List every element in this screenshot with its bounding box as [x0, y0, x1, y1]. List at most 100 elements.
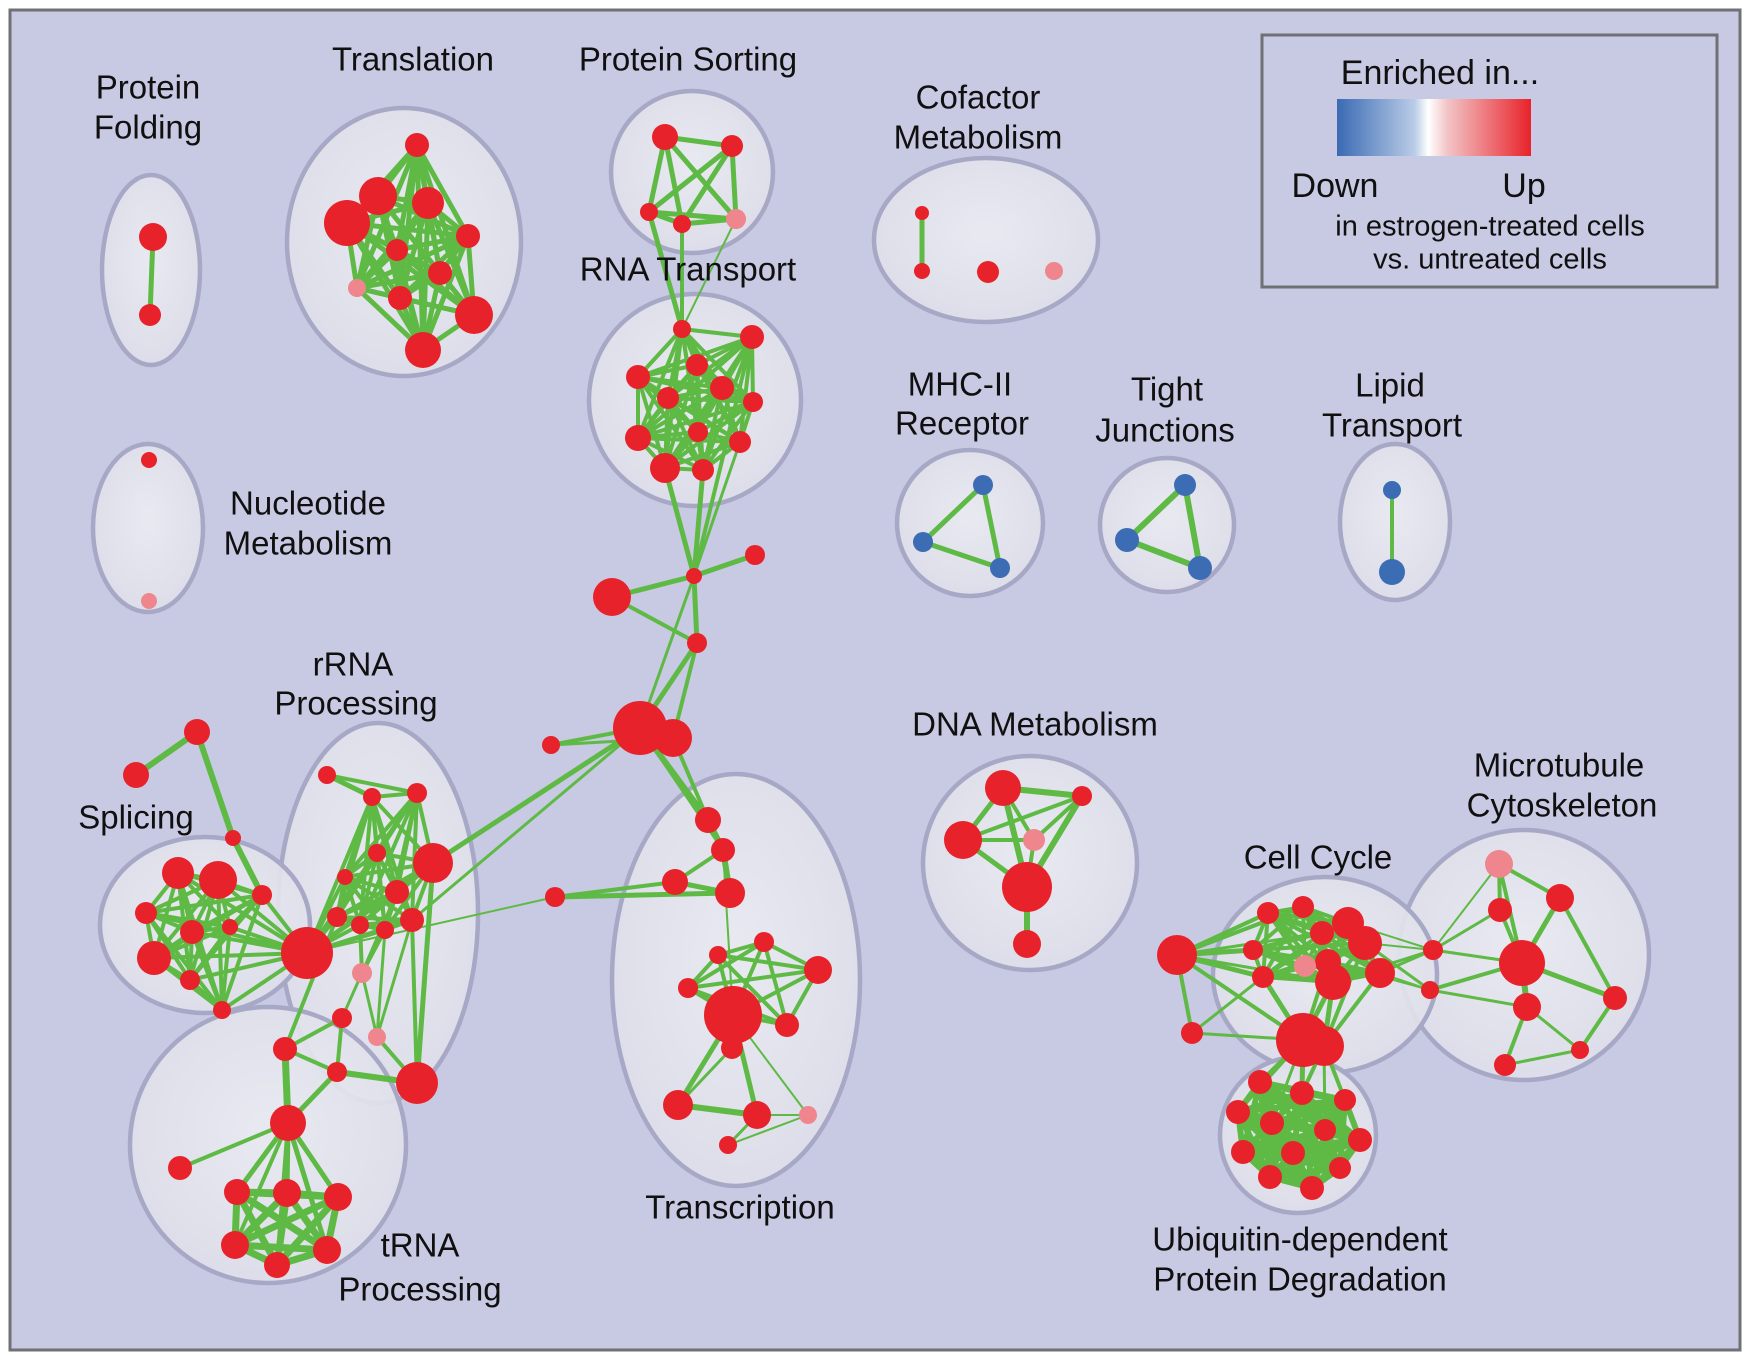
- graph-node-ps5: [726, 209, 746, 229]
- graph-node-tri2: [123, 762, 149, 788]
- graph-edge: [306, 896, 556, 954]
- graph-node-sm1: [542, 736, 560, 754]
- graph-edge: [1175, 953, 1335, 984]
- graph-node-tn5: [264, 1252, 290, 1278]
- cluster-label-trna-processing-line1: tRNA: [381, 1227, 460, 1264]
- graph-node-ub12: [1300, 1176, 1324, 1200]
- graph-node-rt3: [686, 354, 708, 376]
- graph-edge: [636, 375, 755, 404]
- graph-node-lt1: [1383, 481, 1401, 499]
- graph-node-ub2: [1290, 1081, 1314, 1105]
- graph-node-cc11: [1294, 955, 1316, 977]
- graph-node-cc7: [1252, 966, 1274, 988]
- graph-node-mtp: [1485, 850, 1513, 878]
- graph-node-ps2: [721, 135, 743, 157]
- graph-node-tr10: [775, 1013, 799, 1037]
- graph-edge: [194, 729, 236, 841]
- graph-node-sp1: [162, 857, 194, 889]
- graph-node-dm2: [944, 821, 982, 859]
- graph-node-t2: [359, 177, 397, 215]
- graph-node-ub3: [1334, 1089, 1356, 1111]
- graph-node-tn2: [273, 1179, 301, 1207]
- graph-node-sp3: [135, 902, 157, 924]
- graph-edge: [220, 925, 232, 1012]
- graph-edge: [1235, 1097, 1348, 1115]
- graph-edge: [231, 1193, 342, 1249]
- graph-node-sp4: [180, 920, 204, 944]
- legend-down-label: Down: [1292, 167, 1379, 205]
- graph-node-rt10: [729, 431, 751, 453]
- graph-node-rt2: [740, 325, 764, 349]
- cluster-label-splicing: Splicing: [78, 799, 194, 836]
- graph-node-cf3: [977, 261, 999, 283]
- graph-edge: [636, 375, 705, 472]
- cluster-ellipse-mhc-ii-receptor: [894, 447, 1046, 599]
- cluster-label-rrna-processing-line2: Processing: [274, 685, 437, 722]
- graph-node-rr3: [407, 783, 427, 803]
- graph-edge: [414, 142, 471, 239]
- graph-node-rr8: [327, 907, 347, 927]
- graph-node-rr14: [332, 1008, 352, 1028]
- legend-box: [1260, 33, 1719, 289]
- graph-edge: [920, 539, 1003, 571]
- graph-edge: [410, 918, 419, 1085]
- cluster-label-protein-folding-line2: Folding: [94, 109, 202, 146]
- graph-node-tj1: [1174, 474, 1196, 496]
- graph-node-tri3: [225, 830, 241, 846]
- graph-node-dm4: [1023, 829, 1045, 851]
- graph-node-hub: [613, 701, 667, 755]
- graph-node-rr9: [351, 916, 369, 934]
- graph-node-ub7: [1348, 1128, 1372, 1152]
- graph-node-rr11: [400, 908, 424, 932]
- graph-node-sp2: [199, 861, 237, 899]
- cluster-label-cofactor-metabolism-line2: Metabolism: [894, 119, 1063, 156]
- graph-edge: [144, 893, 264, 915]
- graph-node-sp6: [137, 941, 171, 975]
- cluster-label-ubiquitin-degradation-line1: Ubiquitin-dependent: [1152, 1221, 1447, 1258]
- graph-edge: [691, 467, 706, 579]
- graph-node-tn4: [221, 1231, 249, 1259]
- graph-node-cc13: [1304, 1026, 1344, 1066]
- legend-gradient-bar: [1337, 99, 1531, 156]
- graph-node-jn3: [687, 633, 707, 653]
- graph-node-tr13: [743, 1101, 771, 1129]
- graph-node-ub9: [1281, 1141, 1305, 1165]
- graph-edge: [188, 893, 264, 982]
- graph-node-jn1: [686, 568, 702, 584]
- graph-node-tr2: [711, 838, 735, 862]
- graph-node-mtb: [1499, 940, 1545, 986]
- graph-node-pf2: [139, 304, 161, 326]
- graph-edge: [666, 396, 755, 404]
- graph-edge: [961, 794, 1084, 842]
- graph-node-cf1: [915, 206, 929, 220]
- graph-edge: [230, 835, 265, 898]
- graph-edge: [178, 1121, 290, 1170]
- legend-title: Enriched in...: [1341, 54, 1539, 92]
- graph-node-tr5: [754, 932, 774, 952]
- cluster-label-cofactor-metabolism-line1: Cofactor: [916, 79, 1041, 116]
- graph-node-tr9: [704, 986, 762, 1044]
- graph-edge: [220, 893, 264, 1012]
- graph-node-cc15: [1421, 981, 1439, 999]
- graph-node-cc0: [1181, 1022, 1203, 1044]
- graph-node-ub8: [1231, 1140, 1255, 1164]
- graph-node-sp8: [252, 885, 272, 905]
- graph-node-mh1: [973, 475, 993, 495]
- graph-node-cf4: [1045, 262, 1063, 280]
- graph-edge: [692, 440, 742, 578]
- cluster-label-translation: Translation: [332, 41, 494, 78]
- graph-node-tr6: [709, 946, 727, 964]
- legend: Enriched in... Down Up in estrogen-treat…: [1260, 33, 1719, 289]
- graph-node-pf1: [139, 223, 167, 251]
- graph-edge: [233, 1121, 290, 1247]
- graph-node-tn1: [224, 1179, 250, 1205]
- graph-edge: [354, 270, 443, 291]
- graph-node-t11: [405, 332, 441, 368]
- graph-edge: [662, 134, 685, 227]
- graph-node-mh3: [990, 558, 1010, 578]
- graph-node-rr6: [385, 880, 409, 904]
- graph-edge: [360, 971, 379, 1039]
- graph-node-ub4: [1226, 1100, 1250, 1124]
- graph-edge: [980, 482, 1003, 571]
